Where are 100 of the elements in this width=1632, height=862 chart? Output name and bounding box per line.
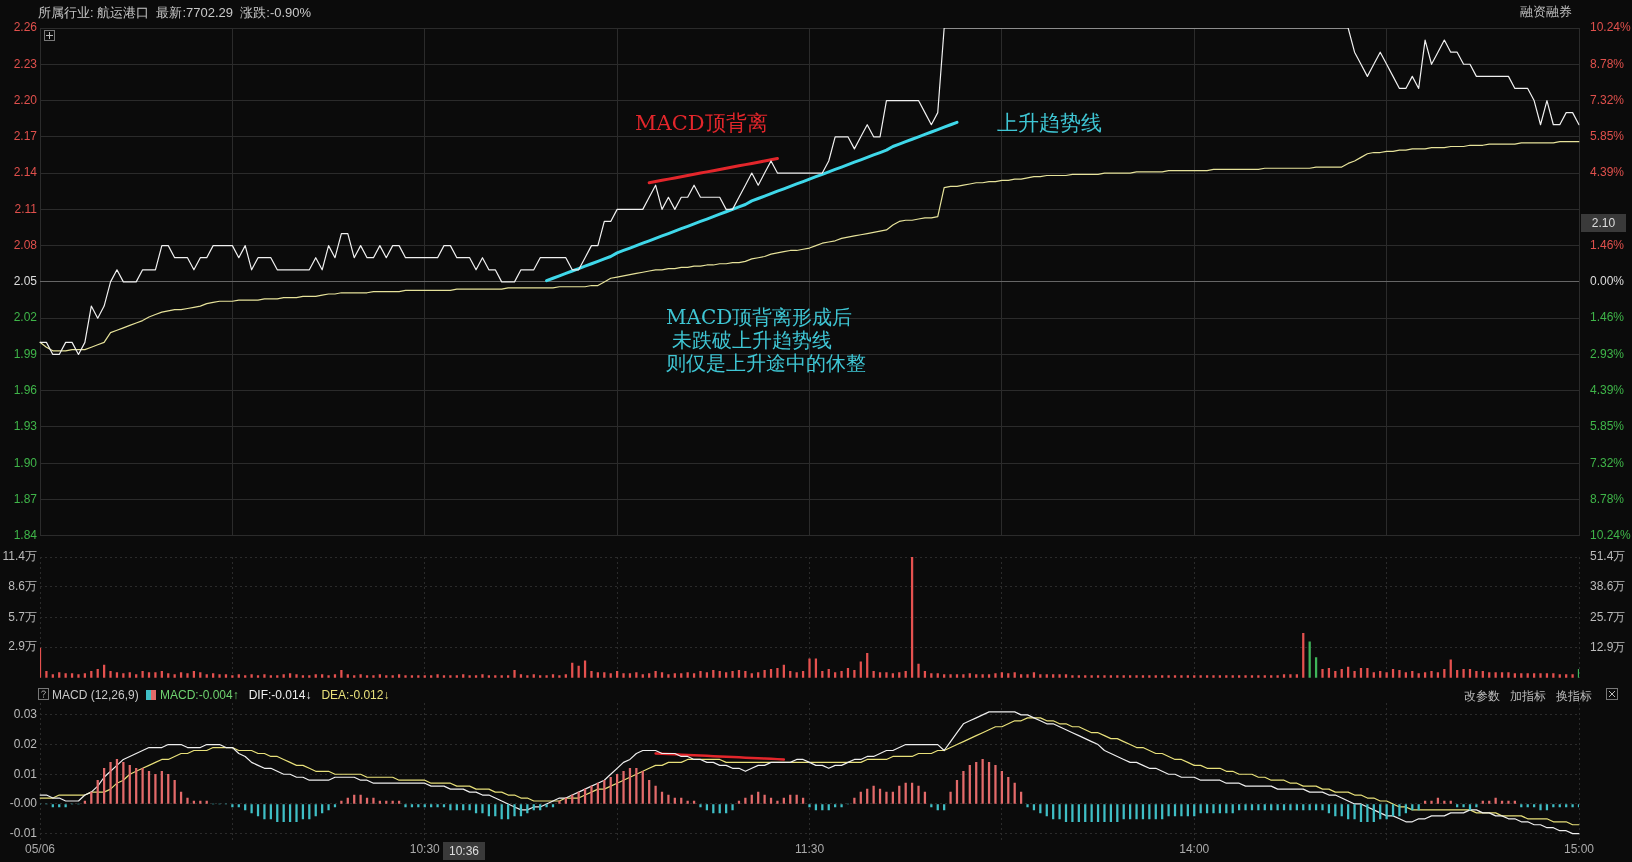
y-tick-label: 1.87 [13, 491, 38, 506]
bar [962, 674, 965, 678]
bar [1321, 668, 1324, 678]
bar [1180, 804, 1183, 817]
y2-tick-label: 1.46% [1590, 238, 1625, 253]
bar [1430, 671, 1433, 678]
bar [590, 671, 593, 678]
bar [1231, 804, 1234, 814]
y-tick-label: 2.02 [13, 310, 38, 325]
bar [731, 804, 734, 811]
bar [109, 671, 112, 678]
bar [449, 675, 452, 678]
y2-tick-label: 4.39% [1590, 165, 1625, 180]
bar [744, 671, 747, 678]
bar [622, 770, 625, 804]
bar [699, 671, 702, 678]
y-tick-label: 1.90 [13, 455, 38, 470]
annotation: MACD顶背离形成后 [666, 304, 853, 330]
bar [167, 773, 170, 804]
chart-title: 所属行业: 航运港口 最新:7702.29 涨跌:-0.90% [38, 4, 312, 22]
bar [340, 670, 343, 678]
y-tick-label: 2.08 [13, 237, 38, 252]
bar [1225, 804, 1228, 814]
bar [141, 768, 144, 804]
annotation: MACD顶背离 [635, 110, 768, 137]
y-tick-label: 0.02 [13, 736, 38, 751]
bar [1039, 804, 1042, 814]
bar [1212, 804, 1215, 814]
bar [917, 785, 920, 804]
y2-tick-label: 51.4万 [1590, 549, 1626, 564]
bar [1475, 671, 1478, 678]
bar [731, 671, 734, 678]
bar [1058, 674, 1061, 678]
bar [404, 675, 407, 678]
bar [667, 794, 670, 804]
bar [1539, 804, 1542, 811]
annotation: 加指标 [1510, 688, 1546, 705]
y-tick-label: -0.01 [9, 825, 38, 840]
bar [340, 800, 343, 804]
y-tick-label: 2.17 [13, 129, 38, 144]
bar [1321, 804, 1324, 811]
bar [186, 673, 189, 678]
bar [45, 671, 48, 678]
bar [263, 804, 266, 820]
bar [718, 804, 721, 814]
bar [712, 804, 715, 814]
y-tick-label: 2.14 [13, 165, 38, 180]
bar [763, 794, 766, 804]
bar [1385, 672, 1388, 678]
y-tick-label: 1.99 [13, 346, 38, 361]
annotation: 改参数 [1464, 688, 1500, 705]
bar [1026, 674, 1029, 678]
bar [404, 804, 407, 808]
bar [616, 773, 619, 804]
bar [1462, 804, 1465, 808]
bar [77, 674, 80, 678]
bar [109, 762, 112, 804]
bar [840, 671, 843, 678]
y2-tick-label: 10.24% [1590, 528, 1632, 543]
bar [885, 791, 888, 804]
bar [295, 804, 298, 823]
x-tick-label: 15:00 [1563, 842, 1595, 857]
y-tick-label: 2.23 [13, 56, 38, 71]
bar [154, 773, 157, 804]
bar [1103, 675, 1106, 678]
y2-tick-label: 7.32% [1590, 92, 1625, 107]
bar [449, 804, 452, 811]
bar [590, 785, 593, 804]
bar [154, 672, 157, 678]
y-tick-label: 5.7万 [8, 609, 37, 624]
bar [1289, 804, 1292, 811]
bar [750, 794, 753, 804]
bar [1507, 672, 1510, 678]
bar [1327, 804, 1331, 814]
y2-tick-label: 5.85% [1590, 129, 1625, 144]
bar [372, 675, 375, 678]
y-tick-label: 2.9万 [8, 639, 37, 654]
bar [474, 804, 478, 814]
annotation: 换指标 [1556, 688, 1592, 705]
bar [795, 794, 798, 804]
bar [1244, 675, 1247, 678]
bar [436, 804, 439, 808]
bar [1462, 668, 1465, 678]
y-tick-label: 1.84 [13, 528, 38, 543]
bar [917, 663, 920, 678]
bar [1257, 675, 1260, 678]
bar [744, 797, 747, 804]
bar [1026, 804, 1029, 808]
bar [327, 804, 330, 811]
bar [949, 791, 952, 804]
y-tick-label: 2.20 [13, 92, 38, 107]
bar [885, 672, 888, 678]
bar [789, 794, 792, 804]
bar [1353, 804, 1356, 820]
bar [1507, 800, 1510, 804]
bar [872, 785, 875, 804]
bar [1571, 674, 1574, 678]
y-tick-label: 2.26 [13, 20, 38, 35]
bar [853, 670, 856, 678]
bar [186, 797, 189, 804]
